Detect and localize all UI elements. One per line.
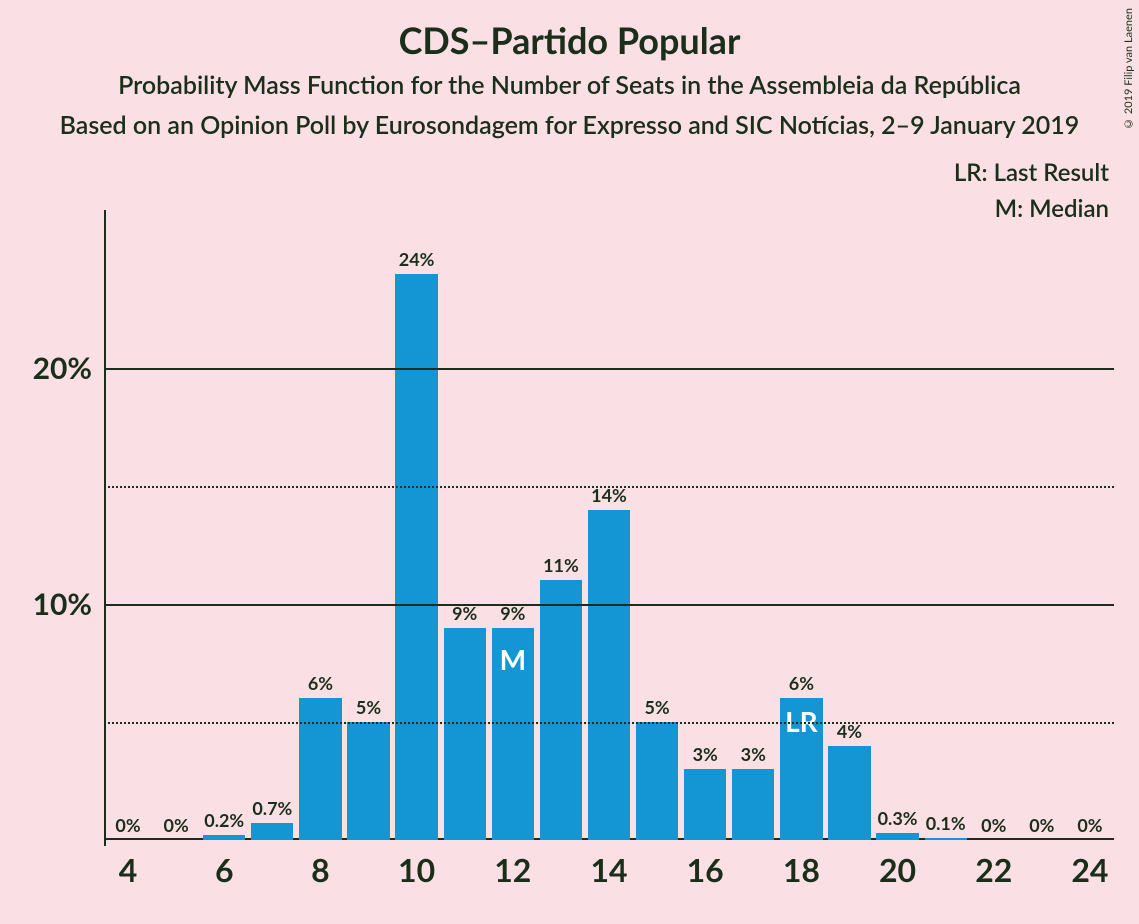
bar: 6%LR	[780, 698, 822, 840]
bar-value-label: 0%	[164, 814, 189, 836]
bar: 24%	[395, 274, 437, 840]
x-tick-label: 10	[398, 850, 435, 889]
bar: 5%	[636, 722, 678, 840]
x-tick-label: 6	[215, 850, 234, 889]
gridline	[104, 368, 1114, 370]
bar-value-label: 0%	[1077, 814, 1102, 836]
chart-title: CDS–Partido Popular	[0, 18, 1139, 62]
bar-value-label: 0.7%	[252, 797, 292, 819]
x-tick-label: 22	[975, 850, 1012, 889]
bar-value-label: 0%	[115, 814, 140, 836]
bar-value-label: 0.2%	[204, 809, 244, 831]
bar-value-label: 0.3%	[878, 807, 918, 829]
gridline	[104, 604, 1114, 606]
bar: 5%	[347, 722, 389, 840]
bar: 4%	[828, 746, 870, 840]
chart-subtitle-2: Based on an Opinion Poll by Eurosondagem…	[0, 110, 1139, 140]
bar: 0.1%	[925, 838, 967, 840]
bar: 6%	[299, 698, 341, 840]
legend-lr: LR: Last Result	[954, 158, 1109, 187]
x-tick-label: 16	[687, 850, 724, 889]
bar-value-label: 5%	[356, 696, 381, 718]
bar-value-label: 3%	[741, 743, 766, 765]
bar: 14%	[588, 510, 630, 840]
legend-median: M: Median	[995, 194, 1109, 223]
x-tick-label: 12	[494, 850, 531, 889]
chart-copyright: © 2019 Filip van Laenen	[1122, 8, 1135, 130]
x-tick-label: 14	[590, 850, 627, 889]
bar-value-label: 6%	[789, 672, 814, 694]
bar: 11%	[540, 580, 582, 840]
bar: 9%	[444, 628, 486, 840]
y-tick-label: 10%	[33, 586, 92, 622]
bar-value-label: 11%	[543, 554, 579, 576]
x-tick-label: 20	[879, 850, 916, 889]
x-tick-label: 4	[119, 850, 138, 889]
median-marker: M	[500, 642, 526, 676]
gridline	[104, 722, 1114, 724]
y-tick-label: 20%	[33, 350, 92, 386]
bar-value-label: 5%	[644, 696, 669, 718]
bar-value-label: 6%	[308, 672, 333, 694]
bar: 0.2%	[203, 835, 245, 840]
chart-subtitle-1: Probability Mass Function for the Number…	[0, 70, 1139, 100]
bar: 3%	[732, 769, 774, 840]
bar: 3%	[684, 769, 726, 840]
bar-value-label: 3%	[693, 743, 718, 765]
x-tick-label: 18	[783, 850, 820, 889]
bar-value-label: 0.1%	[926, 812, 966, 834]
bars-container: 0%0%0.2%0.7%6%5%24%9%9%M11%14%5%3%3%6%LR…	[104, 250, 1114, 840]
bar: 9%M	[492, 628, 534, 840]
x-tick-label: 24	[1071, 850, 1108, 889]
bar: 0.3%	[876, 833, 918, 840]
bar-value-label: 0%	[981, 814, 1006, 836]
x-tick-label: 8	[311, 850, 330, 889]
bar: 0.7%	[251, 823, 293, 840]
bar-value-label: 0%	[1029, 814, 1054, 836]
pmf-chart: CDS–Partido Popular Probability Mass Fun…	[0, 0, 1139, 924]
gridline	[104, 486, 1114, 488]
bar-value-label: 24%	[399, 248, 435, 270]
plot-area: 0%0%0.2%0.7%6%5%24%9%9%M11%14%5%3%3%6%LR…	[104, 250, 1114, 840]
